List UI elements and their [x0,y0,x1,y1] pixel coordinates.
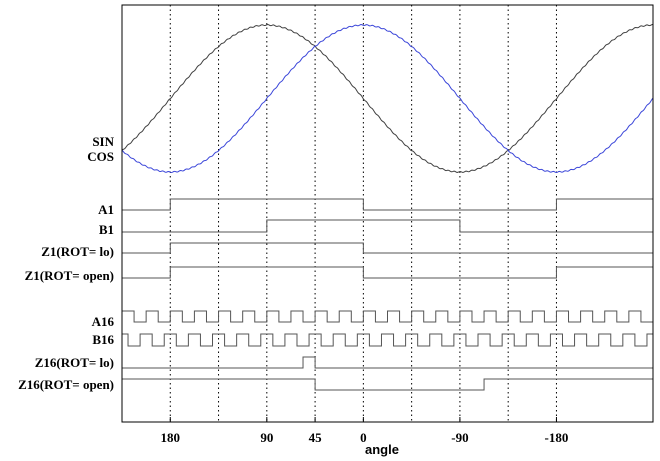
tick-label-180: 180 [161,430,181,445]
tick-label-0: 0 [360,430,367,445]
signal-a1 [122,198,653,211]
tick-label--180: -180 [545,430,569,445]
signal-b16 [122,333,653,347]
x-axis-ticks: 180 90 45 0 -90 -180 [161,417,569,445]
signal-z16-rot-lo [122,356,653,369]
tick-label-90: 90 [260,430,273,445]
analog-signals [121,24,654,174]
digital-signals: A1 B1 Z1(ROT= lo) Z1(ROT= open) A16 B16 Z16(RO… [18,198,653,392]
signal-z1-rot-open [122,266,653,279]
cos-wave [121,24,654,174]
plot-frame [121,4,654,423]
tick-label--90: -90 [451,430,468,445]
signal-label-z1-rot-lo: Z1(ROT= lo) [41,244,114,259]
vertical-gridlines [169,5,557,422]
sin-wave [121,24,654,173]
signal-label-b1: B1 [99,222,114,237]
signal-label-a1: A1 [98,202,114,217]
signal-label-z16-rot-lo: Z16(ROT= lo) [35,355,114,370]
signal-label-b16: B16 [92,332,114,347]
signal-z1-rot-lo [122,242,653,254]
tick-label-45: 45 [309,430,323,445]
signal-label-z16-rot-open: Z16(ROT= open) [18,377,114,392]
signal-b1 [122,219,653,233]
cos-label: COS [87,149,114,164]
signal-label-a16: A16 [92,314,115,329]
x-axis-label: angle [365,442,399,457]
sin-label: SIN [92,134,114,149]
signal-a16 [122,310,653,323]
signal-label-z1-rot-open: Z1(ROT= open) [25,268,114,283]
signal-z16-rot-open [122,378,653,391]
